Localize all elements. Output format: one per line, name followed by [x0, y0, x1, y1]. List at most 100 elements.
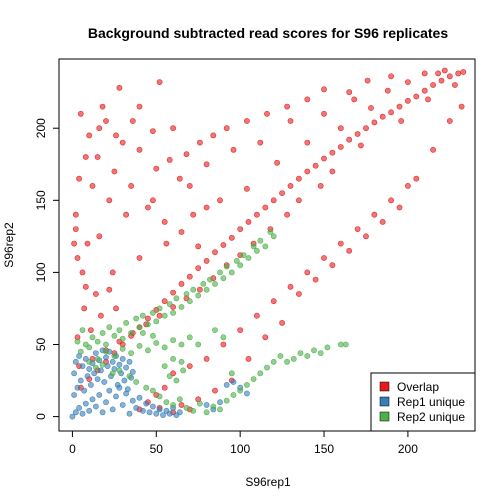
- data-point-rep1-unique: [103, 399, 109, 406]
- data-point-overlap: [163, 240, 170, 247]
- data-point-overlap: [178, 280, 185, 287]
- data-point-overlap: [312, 162, 319, 169]
- data-point-overlap: [237, 327, 244, 333]
- data-point-rep2-unique: [240, 252, 247, 258]
- y-axis: 0 50 100 150 200: [34, 118, 60, 420]
- data-point-rep1-unique: [72, 409, 79, 416]
- data-point-overlap: [371, 119, 378, 126]
- data-point-overlap: [94, 154, 101, 160]
- data-point-overlap: [166, 156, 173, 163]
- data-point-rep1-unique: [243, 390, 250, 397]
- y-tick-label: 150: [34, 190, 48, 210]
- data-point-overlap: [351, 96, 358, 103]
- x-tick-label: 0: [69, 442, 76, 456]
- data-point-rep1-unique: [160, 412, 166, 418]
- data-point-rep1-unique: [84, 373, 91, 380]
- data-point-overlap: [196, 286, 203, 293]
- data-point-overlap: [304, 168, 311, 175]
- data-point-overlap: [243, 118, 250, 124]
- data-point-rep2-unique: [253, 247, 260, 254]
- data-point-rep2-unique: [139, 312, 146, 319]
- data-point-rep1-unique: [104, 363, 111, 369]
- data-point-overlap: [111, 168, 118, 175]
- data-point-rep2-unique: [126, 373, 133, 380]
- data-point-rep2-unique: [161, 344, 168, 351]
- data-point-rep2-unique: [133, 315, 140, 322]
- data-point-overlap: [88, 327, 94, 333]
- data-point-rep1-unique: [109, 358, 116, 365]
- data-point-rep2-unique: [183, 291, 190, 297]
- data-point-rep1-unique: [129, 368, 136, 375]
- data-point-overlap: [321, 110, 327, 117]
- legend-label-overlap: Overlap: [397, 380, 439, 394]
- data-point-overlap: [210, 132, 217, 139]
- data-point-overlap: [72, 226, 79, 232]
- data-point-overlap: [190, 211, 197, 218]
- data-point-rep2-unique: [212, 280, 218, 287]
- data-point-rep2-unique: [86, 358, 93, 365]
- data-point-rep1-unique: [98, 367, 104, 374]
- data-point-rep2-unique: [149, 332, 156, 339]
- data-point-overlap: [413, 93, 420, 100]
- data-point-rep2-unique: [243, 381, 250, 388]
- data-point-overlap: [96, 233, 103, 240]
- data-point-overlap: [295, 291, 302, 297]
- data-point-rep1-unique: [129, 397, 136, 404]
- data-point-overlap: [186, 273, 193, 280]
- data-point-overlap: [149, 197, 156, 204]
- data-point-rep2-unique: [270, 233, 277, 240]
- data-point-rep2-unique: [178, 358, 185, 365]
- data-point-rep2-unique: [116, 327, 123, 333]
- data-point-rep2-unique: [210, 403, 217, 410]
- data-point-overlap: [379, 113, 386, 120]
- data-point-rep1-unique: [119, 355, 126, 362]
- data-point-overlap: [77, 110, 84, 117]
- data-point-rep2-unique: [166, 373, 173, 380]
- data-point-overlap: [354, 226, 361, 232]
- data-point-rep1-unique: [86, 407, 93, 414]
- data-point-overlap: [398, 118, 405, 124]
- data-point-overlap: [279, 319, 285, 326]
- data-point-rep2-unique: [183, 404, 190, 411]
- y-tick-label: 100: [34, 262, 48, 282]
- data-point-overlap: [136, 255, 143, 261]
- data-point-overlap: [321, 155, 327, 162]
- data-point-rep1-unique: [123, 364, 129, 371]
- data-point-rep2-unique: [136, 324, 143, 331]
- data-point-overlap: [212, 387, 218, 394]
- data-point-rep2-unique: [304, 353, 311, 359]
- data-point-overlap: [99, 103, 106, 110]
- data-point-rep2-unique: [230, 392, 237, 398]
- data-point-rep1-unique: [143, 400, 150, 407]
- data-point-overlap: [103, 118, 109, 124]
- data-point-overlap: [106, 197, 113, 204]
- data-point-rep1-unique: [136, 394, 143, 401]
- data-point-overlap: [98, 312, 104, 319]
- data-point-rep1-unique: [153, 410, 160, 417]
- data-point-rep2-unique: [153, 340, 160, 346]
- data-point-overlap: [329, 262, 336, 269]
- data-point-rep2-unique: [190, 407, 197, 414]
- data-point-overlap: [82, 283, 89, 290]
- data-point-overlap: [384, 87, 391, 94]
- data-point-overlap: [161, 384, 168, 391]
- data-point-rep1-unique: [119, 402, 126, 408]
- data-point-overlap: [203, 204, 210, 211]
- data-point-overlap: [363, 125, 369, 132]
- data-point-rep2-unique: [337, 341, 344, 348]
- data-point-rep1-unique: [106, 387, 113, 394]
- data-point-rep2-unique: [149, 309, 156, 316]
- data-point-rep2-unique: [111, 353, 118, 359]
- data-point-overlap: [270, 197, 277, 204]
- data-point-rep1-unique: [93, 403, 99, 410]
- data-point-rep2-unique: [93, 364, 99, 371]
- data-point-overlap: [317, 182, 324, 189]
- data-point-rep2-unique: [257, 237, 264, 244]
- data-point-overlap: [128, 182, 134, 189]
- data-point-rep2-unique: [262, 243, 269, 250]
- data-point-rep2-unique: [176, 396, 183, 403]
- data-point-rep2-unique: [317, 350, 324, 356]
- x-axis: 0 50 100 150 200: [69, 430, 418, 456]
- data-point-overlap: [396, 204, 403, 211]
- data-point-rep2-unique: [109, 370, 116, 377]
